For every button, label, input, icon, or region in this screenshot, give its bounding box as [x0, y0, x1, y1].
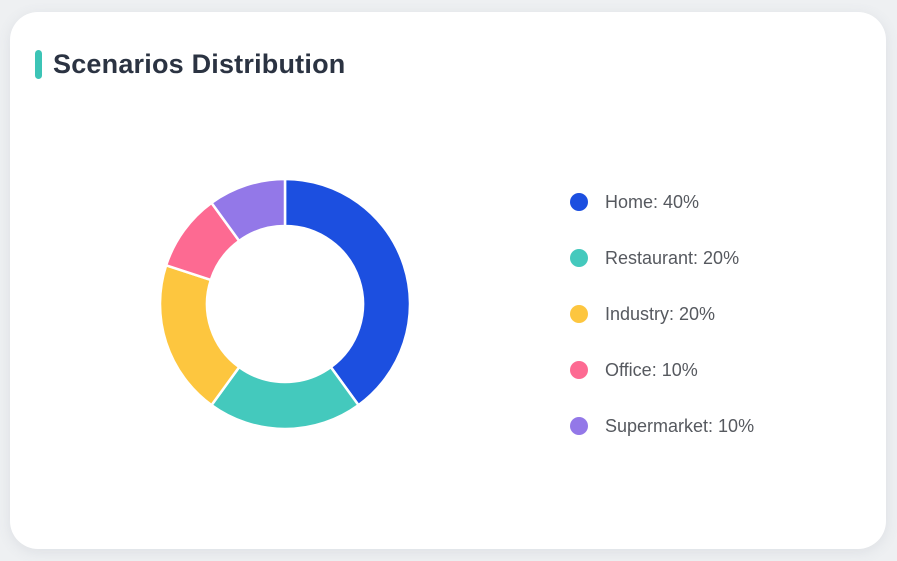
chart-legend: Home: 40% Restaurant: 20% Industry: 20% Off… [570, 192, 754, 436]
legend-label: Industry: 20% [605, 303, 716, 324]
legend-dot-home [570, 193, 588, 211]
legend-label: Restaurant: 20% [605, 247, 740, 268]
donut-chart [158, 177, 412, 431]
legend-item-office[interactable]: Office: 10% [570, 360, 754, 380]
donut-segment-home[interactable] [283, 177, 412, 407]
legend-dot-office [570, 361, 588, 379]
legend-label: Home: 40% [605, 191, 700, 212]
scenarios-distribution-card: Scenarios Distribution Home: 40% Restaura… [10, 12, 886, 549]
donut-segment-supermarket[interactable] [210, 177, 287, 243]
legend-item-restaurant[interactable]: Restaurant: 20% [570, 248, 754, 268]
legend-label: Supermarket: 10% [605, 415, 755, 436]
legend-item-supermarket[interactable]: Supermarket: 10% [570, 416, 754, 436]
legend-item-industry[interactable]: Industry: 20% [570, 304, 754, 324]
legend-dot-supermarket [570, 417, 588, 435]
card-header: Scenarios Distribution [35, 49, 346, 80]
page-title: Scenarios Distribution [53, 49, 346, 79]
legend-item-home[interactable]: Home: 40% [570, 192, 754, 212]
donut-segment-industry[interactable] [158, 264, 241, 407]
title-accent-bar [35, 50, 42, 80]
legend-dot-industry [570, 305, 588, 323]
legend-dot-restaurant [570, 249, 588, 267]
legend-label: Office: 10% [605, 359, 698, 380]
